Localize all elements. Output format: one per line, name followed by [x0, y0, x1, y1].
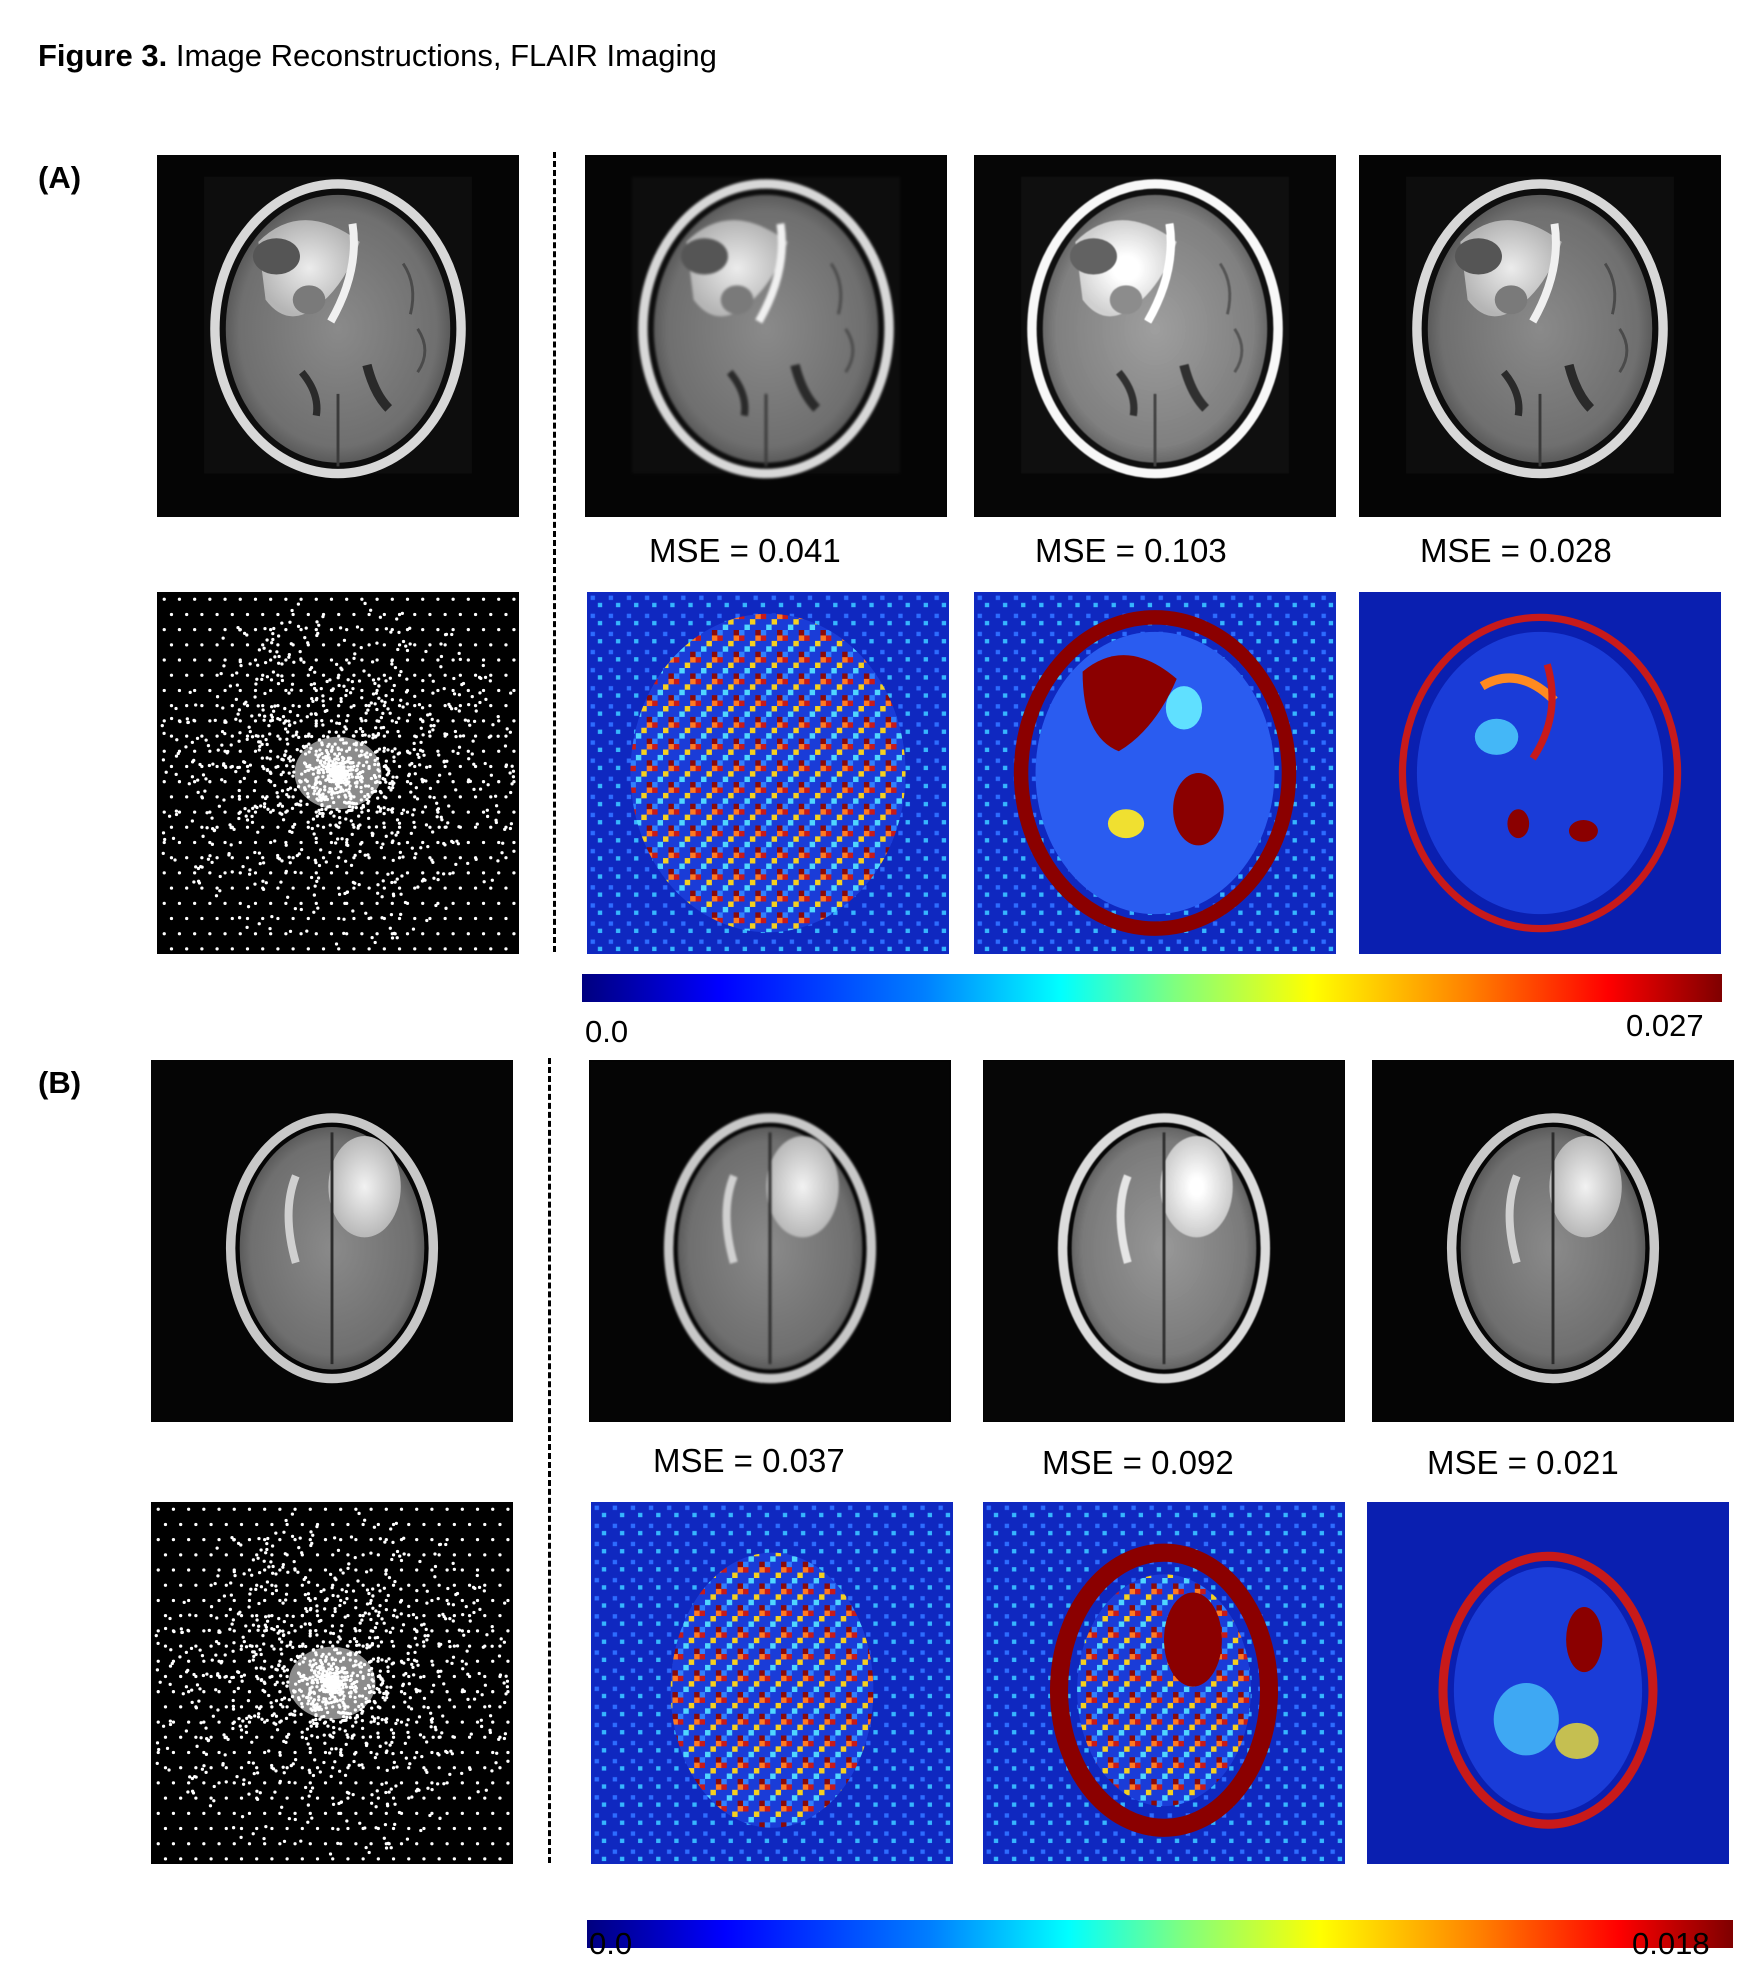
figure-caption: Image Reconstructions, FLAIR Imaging — [175, 38, 717, 73]
panel-b-reconstruction-3-image — [1372, 1060, 1734, 1422]
panel-a-error-map-1 — [587, 592, 949, 954]
panel-b-error-map-1 — [591, 1502, 953, 1864]
panel-b-reconstruction-2-image — [983, 1060, 1345, 1422]
panel-a-sampling-mask — [157, 592, 519, 954]
panel-b-ground-truth-image — [151, 1060, 513, 1422]
panel-b-reconstruction-1-image — [589, 1060, 951, 1422]
panel-b-sampling-mask — [151, 1502, 513, 1864]
panel-a-reconstruction-1-image — [585, 155, 947, 517]
panel-a-divider — [553, 152, 556, 952]
figure-title: Figure 3. Image Reconstructions, FLAIR I… — [38, 38, 717, 74]
panel-b-mse-2: MSE = 0.092 — [1042, 1444, 1234, 1481]
panel-label-a: (A) — [38, 160, 82, 195]
panel-a-mse-3: MSE = 0.028 — [1420, 532, 1612, 569]
panel-a-reconstruction-3-image — [1359, 155, 1721, 517]
sampling-mask-pattern — [151, 1502, 513, 1864]
panel-b-colorbar — [587, 1920, 1733, 1948]
panel-a-colorbar-max: 0.027 — [1626, 1008, 1704, 1043]
panel-label-b: (B) — [38, 1065, 82, 1100]
figure-label: Figure 3. — [38, 38, 168, 73]
panel-b-mse-1: MSE = 0.037 — [653, 1442, 845, 1479]
panel-b-colorbar-min: 0.0 — [589, 1926, 633, 1961]
panel-a-reconstruction-2-image — [974, 155, 1336, 517]
panel-a-colorbar — [582, 974, 1722, 1002]
panel-a-error-map-3 — [1359, 592, 1721, 954]
panel-a-mse-1: MSE = 0.041 — [649, 532, 841, 569]
panel-b-mse-3: MSE = 0.021 — [1427, 1444, 1619, 1481]
panel-a-error-map-2 — [974, 592, 1336, 954]
panel-a-ground-truth-image — [157, 155, 519, 517]
panel-a-mse-2: MSE = 0.103 — [1035, 532, 1227, 569]
panel-b-error-map-3 — [1367, 1502, 1729, 1864]
sampling-mask-pattern — [157, 592, 519, 954]
panel-a-colorbar-min: 0.0 — [585, 1014, 629, 1049]
panel-b-divider — [548, 1058, 551, 1863]
panel-b-error-map-2 — [983, 1502, 1345, 1864]
panel-b-colorbar-max: 0.018 — [1632, 1926, 1710, 1961]
